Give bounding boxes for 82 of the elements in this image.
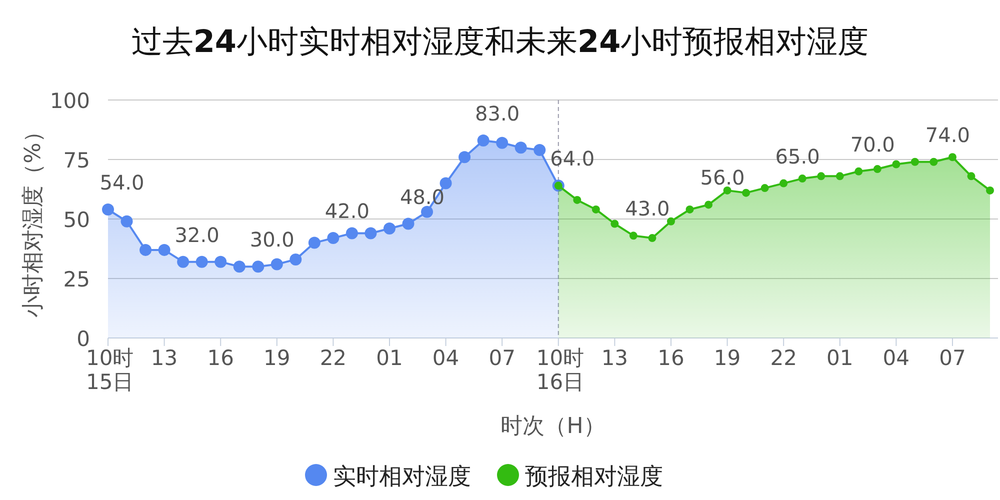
data-label: 83.0 (475, 101, 520, 126)
x-tick-label: 19 (714, 346, 741, 370)
point (780, 179, 788, 188)
point (120, 215, 133, 228)
point (854, 167, 863, 176)
point (610, 220, 619, 228)
data-label: 74.0 (925, 122, 970, 147)
point (967, 172, 976, 180)
point (496, 136, 508, 149)
data-label: 43.0 (625, 196, 670, 221)
y-tick-label: 75 (63, 148, 90, 172)
point (252, 260, 264, 273)
point (270, 258, 283, 270)
point (534, 144, 546, 156)
point (346, 227, 358, 240)
point (742, 188, 750, 197)
point (798, 174, 806, 183)
point (440, 177, 452, 190)
x-tick-label: 04 (882, 346, 910, 370)
point (477, 134, 490, 146)
legend-label: 实时相对湿度 (333, 464, 471, 490)
point (686, 205, 694, 214)
point (629, 232, 638, 240)
data-label: 42.0 (324, 199, 370, 224)
y-axis-title: 小时相对湿度（%） (21, 120, 46, 318)
point (308, 236, 320, 249)
x-tick-label: 13 (601, 346, 628, 370)
data-label: 54.0 (100, 170, 144, 194)
point (948, 153, 956, 162)
data-label: 32.0 (174, 222, 220, 247)
point (402, 218, 414, 230)
x-tick-label: 04 (432, 346, 460, 370)
point (158, 244, 170, 256)
point (383, 222, 396, 235)
point (102, 203, 114, 216)
data-label: 65.0 (775, 144, 820, 168)
point (910, 158, 919, 166)
x-tick-label: 16 (658, 346, 684, 370)
point (514, 142, 527, 154)
data-label: 30.0 (250, 228, 294, 252)
point (214, 256, 227, 268)
data-label: 70.0 (850, 132, 895, 156)
x-tick-label: 01 (826, 346, 854, 370)
point (364, 227, 377, 240)
x-axis-title: 时次（H） (500, 414, 606, 439)
point (986, 186, 994, 194)
chart-title: 过去24小时实时相对湿度和未来24小时预报相对湿度 (131, 24, 869, 60)
point (704, 200, 713, 209)
point (666, 217, 675, 226)
legend-label: 预报相对湿度 (525, 464, 663, 490)
point (421, 206, 434, 218)
y-tick-label: 100 (50, 89, 90, 113)
point (873, 165, 882, 174)
x-tick-label: 22 (770, 346, 797, 370)
x-tick-label: 07 (939, 346, 966, 370)
point (140, 244, 152, 256)
point (458, 151, 471, 164)
point (290, 253, 302, 266)
x-tick-label: 01 (376, 346, 403, 370)
y-tick-label: 50 (63, 208, 90, 232)
point (648, 234, 656, 242)
x-tick-label: 16 (207, 346, 234, 370)
point (892, 160, 900, 168)
point (930, 158, 938, 166)
y-tick-label: 25 (63, 268, 90, 292)
data-label: 64.0 (550, 146, 595, 171)
data-label: 56.0 (700, 166, 745, 190)
point (817, 172, 826, 180)
x-tick-label: 10时 16日 (536, 346, 584, 394)
x-tick-label: 19 (264, 346, 290, 370)
point (327, 232, 340, 244)
point (760, 184, 769, 192)
x-tick-label: 22 (320, 346, 347, 370)
point (233, 260, 246, 273)
point (177, 256, 190, 268)
point (196, 256, 208, 268)
point (836, 172, 844, 180)
point (592, 205, 600, 214)
x-tick-label: 13 (150, 346, 178, 370)
x-tick-label: 07 (488, 346, 516, 370)
point (723, 186, 732, 194)
point (573, 196, 582, 204)
